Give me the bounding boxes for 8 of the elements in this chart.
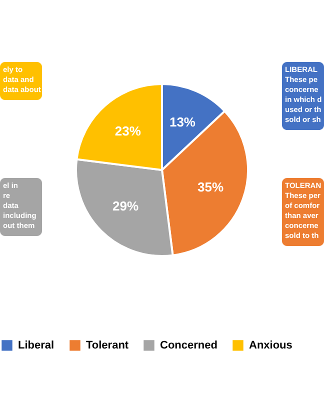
legend-label: Tolerant (86, 339, 129, 352)
legend-label: Liberal (18, 339, 54, 352)
data-label: 29% (112, 198, 139, 214)
data-label: 23% (114, 123, 142, 138)
legend-label: Anxious (249, 339, 292, 352)
legend-label: Concerned (160, 339, 218, 352)
data-label: 35% (198, 179, 224, 194)
data-label: 13% (169, 114, 196, 130)
